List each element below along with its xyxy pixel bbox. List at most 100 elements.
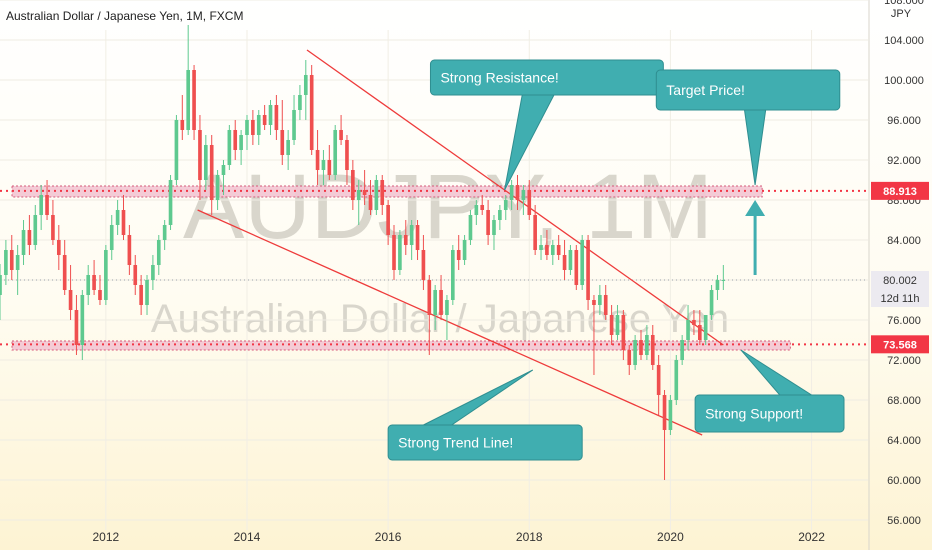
candle-body[interactable] [627, 350, 632, 365]
candle-body[interactable] [256, 115, 261, 135]
candle-body[interactable] [339, 130, 343, 140]
candle-body[interactable] [450, 250, 455, 300]
candle-body[interactable] [286, 140, 290, 155]
candle-body[interactable] [245, 120, 249, 135]
candle-body[interactable] [145, 280, 149, 305]
candle-body[interactable] [86, 275, 91, 295]
candle-body[interactable] [645, 335, 649, 355]
candle-body[interactable] [721, 280, 726, 281]
candle-body[interactable] [550, 245, 555, 255]
candle-body[interactable] [104, 250, 108, 300]
candle-body[interactable] [133, 265, 138, 285]
candle-body[interactable] [697, 325, 702, 340]
candle-body[interactable] [656, 365, 661, 395]
candle-body[interactable] [445, 300, 449, 315]
candle-body[interactable] [98, 290, 102, 300]
candle-body[interactable] [433, 290, 437, 315]
candle-body[interactable] [139, 285, 143, 305]
candle-body[interactable] [680, 340, 684, 360]
candle-body[interactable] [409, 225, 414, 245]
candle-body[interactable] [639, 340, 643, 355]
callout[interactable]: Target Price! [655, 69, 841, 186]
candle-body[interactable] [251, 120, 255, 135]
candle-body[interactable] [515, 185, 520, 200]
candle-body[interactable] [615, 315, 620, 335]
candle-body[interactable] [274, 105, 279, 130]
candle-body[interactable] [209, 145, 214, 200]
candles[interactable] [0, 25, 726, 480]
candle-body[interactable] [162, 225, 167, 240]
candle-body[interactable] [127, 235, 132, 265]
candle-body[interactable] [533, 215, 537, 250]
candle-body[interactable] [415, 225, 420, 250]
candle-body[interactable] [303, 75, 308, 95]
target-arrow-head[interactable] [745, 200, 766, 216]
callout[interactable]: Strong Support! [694, 349, 845, 433]
candle-body[interactable] [0, 275, 2, 295]
candle-body[interactable] [315, 150, 320, 170]
trendlines[interactable] [197, 49, 724, 436]
callout[interactable]: Strong Trend Line! [387, 369, 583, 461]
candle-body[interactable] [268, 105, 273, 125]
candle-body[interactable] [262, 115, 267, 125]
y-axis[interactable]: JPY 56.000 60.000 64.000 68.000 72.000 76.000… [884, 0, 924, 527]
candle-body[interactable] [227, 130, 232, 165]
candle-body[interactable] [33, 215, 38, 245]
candle-body[interactable] [174, 120, 179, 180]
candle-body[interactable] [386, 205, 390, 235]
candle-body[interactable] [521, 190, 526, 200]
candle-body[interactable] [4, 250, 8, 275]
candle-body[interactable] [503, 200, 508, 210]
candle-body[interactable] [27, 230, 32, 245]
candle-body[interactable] [468, 215, 473, 240]
candle-body[interactable] [180, 120, 185, 130]
candle-body[interactable] [362, 190, 367, 195]
candle-body[interactable] [9, 250, 14, 270]
candle-body[interactable] [686, 320, 690, 340]
candle-body[interactable] [92, 275, 96, 290]
candle-body[interactable] [186, 70, 191, 130]
candle-body[interactable] [633, 340, 637, 365]
candle-body[interactable] [421, 250, 426, 280]
trendline[interactable] [306, 49, 724, 346]
candle-body[interactable] [674, 360, 679, 400]
candle-body[interactable] [151, 265, 155, 280]
candle-body[interactable] [498, 210, 502, 220]
candle-body[interactable] [486, 210, 490, 235]
candle-body[interactable] [192, 70, 196, 130]
candle-body[interactable] [474, 205, 479, 215]
candle-body[interactable] [115, 210, 120, 225]
candle-body[interactable] [21, 230, 26, 255]
candle-body[interactable] [56, 240, 61, 255]
candle-body[interactable] [539, 245, 543, 250]
callouts[interactable]: Strong Resistance! Target Price! Strong Tr… [387, 59, 845, 461]
candle-body[interactable] [492, 220, 496, 235]
candle-body[interactable] [603, 295, 608, 315]
price-zone[interactable] [11, 340, 791, 351]
candle-body[interactable] [439, 290, 443, 315]
candle-body[interactable] [715, 280, 720, 290]
candle-body[interactable] [121, 210, 126, 235]
candle-body[interactable] [356, 190, 361, 200]
candle-body[interactable] [709, 290, 714, 315]
candle-body[interactable] [80, 295, 85, 345]
candle-body[interactable] [68, 290, 73, 310]
candle-body[interactable] [51, 215, 55, 240]
candle-body[interactable] [592, 300, 596, 305]
candle-body[interactable] [556, 245, 561, 255]
candle-body[interactable] [15, 255, 20, 270]
candle-body[interactable] [309, 75, 314, 150]
candle-body[interactable] [398, 235, 402, 270]
candle-body[interactable] [109, 225, 114, 250]
callout-box[interactable] [655, 69, 841, 111]
candle-body[interactable] [703, 315, 708, 340]
candle-body[interactable] [545, 245, 549, 255]
candle-body[interactable] [609, 315, 614, 335]
candle-body[interactable] [45, 195, 49, 215]
candle-body[interactable] [280, 130, 285, 155]
candle-body[interactable] [168, 180, 173, 225]
trendline[interactable] [197, 209, 703, 436]
candle-body[interactable] [427, 280, 432, 315]
candle-body[interactable] [333, 130, 338, 175]
